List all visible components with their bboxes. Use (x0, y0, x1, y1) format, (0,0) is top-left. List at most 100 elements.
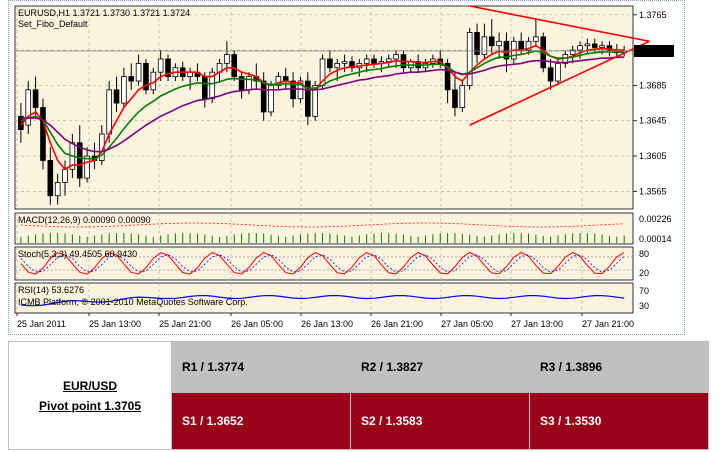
r1-cell: R1 / 1.3774 (171, 341, 351, 393)
candle-body (599, 45, 605, 48)
pivot-table: EUR/USD Pivot point 1.3705 R1 / 1.3774 R… (8, 341, 709, 450)
candle-body (488, 36, 495, 47)
candle-body (106, 89, 112, 135)
candle-body (547, 67, 554, 82)
pane-bg (14, 282, 634, 314)
candle-body (32, 89, 39, 108)
rsi-tick-label: 30 (639, 301, 649, 311)
chart-symbol-header: EURUSD,H1 1.3721 1.3730 1.3721 1.3724 (18, 8, 190, 18)
candle-body (121, 76, 127, 104)
pivot-pair: EUR/USD (62, 378, 117, 393)
macd-tick-label: 0.00014 (639, 234, 672, 244)
candle-body (349, 61, 355, 69)
candle-body (25, 89, 32, 126)
candle-body (518, 40, 524, 51)
candle-body (260, 80, 267, 113)
x-tick-label: 25 Jan 13:00 (89, 319, 141, 329)
candle-body (606, 45, 613, 51)
current-price-badge (634, 45, 674, 58)
y-tick-label: 1.3605 (639, 151, 667, 161)
candle-body (231, 54, 238, 78)
candle-body (290, 80, 296, 100)
candle-body (525, 40, 532, 51)
candle-body (165, 58, 171, 78)
x-tick-label: 26 Jan 05:00 (231, 319, 283, 329)
candle-body (393, 54, 399, 60)
candle-body (305, 80, 311, 117)
candle-body (327, 58, 333, 69)
y-tick-label: 1.3645 (639, 116, 667, 126)
candle-body (452, 89, 458, 108)
stoch-tick-label: 80 (639, 249, 649, 259)
current-price-label: 1.3724 (637, 47, 665, 57)
candle-body (224, 54, 230, 64)
candle-body (47, 160, 54, 197)
candle-body (341, 61, 348, 64)
candle-body (135, 62, 142, 82)
s3-cell: S3 / 1.3530 (529, 392, 709, 450)
pane-bg (14, 212, 634, 245)
candle-body (577, 45, 583, 51)
chart-frame: 1.37651.37251.36851.36451.36051.35651.37… (8, 0, 685, 335)
candle-body (371, 58, 377, 64)
candle-body (128, 76, 135, 82)
y-tick-label: 1.3765 (639, 10, 667, 20)
candle-body (157, 58, 164, 73)
moving-average-line (20, 50, 625, 160)
macd-tick-label: 0.00226 (639, 214, 672, 224)
r2-cell: R2 / 1.3827 (350, 341, 530, 393)
x-tick-label: 27 Jan 05:00 (441, 319, 493, 329)
moving-average-line (20, 44, 625, 171)
price-chart: 1.37651.37251.36851.36451.36051.35651.37… (14, 5, 674, 329)
candle-body (481, 36, 488, 55)
candle-body (474, 32, 480, 55)
macd-signal-line (20, 222, 625, 228)
x-tick-label: 25 Jan 21:00 (159, 319, 211, 329)
candle-body (275, 76, 282, 86)
candle-body (555, 62, 561, 82)
pane-bg (14, 5, 634, 210)
stoch-tick-label: 20 (639, 268, 649, 278)
candle-body (202, 76, 208, 100)
moving-average-line (20, 56, 625, 153)
pane-bg (14, 246, 634, 281)
candle-body (496, 40, 502, 47)
x-tick-label: 26 Jan 13:00 (301, 319, 353, 329)
x-tick-label: 26 Jan 21:00 (371, 319, 423, 329)
candle-body (444, 62, 451, 91)
candle-body (385, 58, 392, 63)
pivot-info-cell: EUR/USD Pivot point 1.3705 (8, 341, 172, 450)
candle-body (503, 40, 510, 60)
candle-body (533, 36, 539, 42)
stoch-main-line (20, 251, 625, 275)
stoch-signal-line (20, 254, 625, 273)
stoch-label: Stoch(5,3,3) 49.4505 60.9430 (18, 249, 137, 259)
s2-cell: S2 / 1.3583 (350, 392, 530, 450)
candle-body (334, 62, 341, 69)
r3-cell: R3 / 1.3896 (529, 341, 709, 393)
copyright-text: ICMB Platform, © 2001-2010 MetaQuotes So… (18, 297, 248, 307)
x-tick-label: 27 Jan 21:00 (582, 319, 634, 329)
candle-body (54, 182, 61, 197)
candle-body (466, 32, 473, 86)
candle-body (62, 168, 68, 183)
y-tick-label: 1.3685 (639, 80, 667, 90)
candle-body (459, 85, 466, 108)
candle-body (569, 49, 576, 55)
pivot-row-resistance: EUR/USD Pivot point 1.3705 R1 / 1.3774 R… (8, 341, 709, 450)
pivot-point: Pivot point 1.3705 (38, 398, 142, 413)
candle-body (209, 71, 215, 100)
candle-body (363, 58, 370, 64)
candle-body (76, 142, 83, 179)
macd-label: MACD(12,26,9) 0.00090 0.00090 (18, 215, 151, 225)
candle-body (143, 62, 149, 91)
rsi-tick-label: 70 (639, 286, 649, 296)
y-tick-label: 1.3565 (639, 186, 667, 196)
rsi-label: RSI(14) 53.6276 (18, 285, 84, 295)
rsi-line (20, 294, 625, 307)
candle-body (238, 76, 245, 91)
candle-body (584, 43, 591, 47)
pivot-row-support: S1 / 1.3652 S2 / 1.3583 S3 / 1.3530 (9, 392, 709, 450)
x-tick-label: 25 Jan 2011 (17, 319, 66, 329)
candle-body (40, 107, 46, 161)
